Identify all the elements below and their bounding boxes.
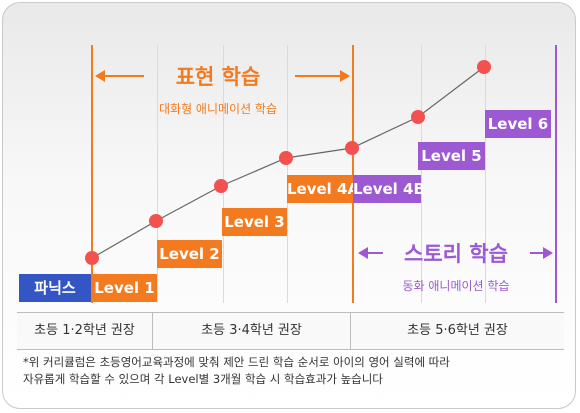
progress-point: [149, 214, 163, 228]
progress-point: [214, 179, 228, 193]
grid-line: [421, 45, 422, 303]
section-divider-start: [91, 45, 93, 303]
story-section-subtitle: 동화 애니메이션 학습: [402, 279, 510, 293]
section-divider-end: [555, 45, 557, 303]
grid-line: [223, 45, 224, 303]
grade-row: 초등 1·2학년 권장 초등 3·4학년 권장 초등 5·6학년 권장: [17, 312, 564, 350]
arrow-right-icon: [543, 247, 553, 259]
level-2: Level 2: [157, 240, 222, 268]
footnote-line: *위 커리큘럼은 초등영어교육과정에 맞춰 제안 드린 학습 순서로 아이의 영…: [23, 355, 450, 369]
progress-point: [279, 151, 293, 165]
curriculum-card: 표현 학습 대화형 애니메이션 학습 스토리 학습 동화 애니메이션 학습 파닉…: [2, 2, 576, 409]
grade-cell: 초등 3·4학년 권장: [152, 313, 350, 349]
grid-line: [485, 45, 486, 303]
animation-section-subtitle: 대화형 애니메이션 학습: [158, 102, 278, 116]
progress-curve: [85, 60, 491, 265]
level-6: Level 6: [485, 110, 551, 138]
grade-cell: 초등 1·2학년 권장: [34, 323, 135, 338]
grid-line: [157, 45, 158, 303]
level-4a: Level 4A: [287, 175, 359, 203]
level-1: Level 1: [92, 274, 157, 302]
level-phonics: 파닉스: [19, 274, 91, 302]
arrow-line-right: [295, 75, 341, 77]
arrow-left-icon: [95, 70, 105, 82]
arrow-right-icon: [340, 70, 350, 82]
footnote: *위 커리큘럼은 초등영어교육과정에 맞춰 제안 드린 학습 순서로 아이의 영…: [23, 354, 563, 388]
section-divider-mid: [352, 45, 354, 303]
story-section-title: 스토리 학습: [404, 242, 508, 266]
footnote-line: 자유롭게 학습할 수 있으며 각 Level별 3개월 학습 시 학습효과가 높…: [23, 372, 383, 386]
progress-point: [345, 141, 359, 155]
level-4b: Level 4B: [353, 175, 425, 203]
grid-line: [287, 45, 288, 303]
arrow-line-left: [367, 252, 383, 254]
progress-point: [85, 251, 99, 265]
level-3: Level 3: [222, 208, 287, 236]
progress-point: [411, 110, 425, 124]
arrow-line-left: [104, 75, 144, 77]
animation-section-title: 표현 학습: [175, 65, 261, 89]
grade-cell: 초등 5·6학년 권장: [350, 313, 564, 349]
arrow-left-icon: [358, 247, 368, 259]
arrow-line-right: [530, 252, 544, 254]
level-5: Level 5: [418, 142, 485, 170]
progress-point: [477, 60, 491, 74]
